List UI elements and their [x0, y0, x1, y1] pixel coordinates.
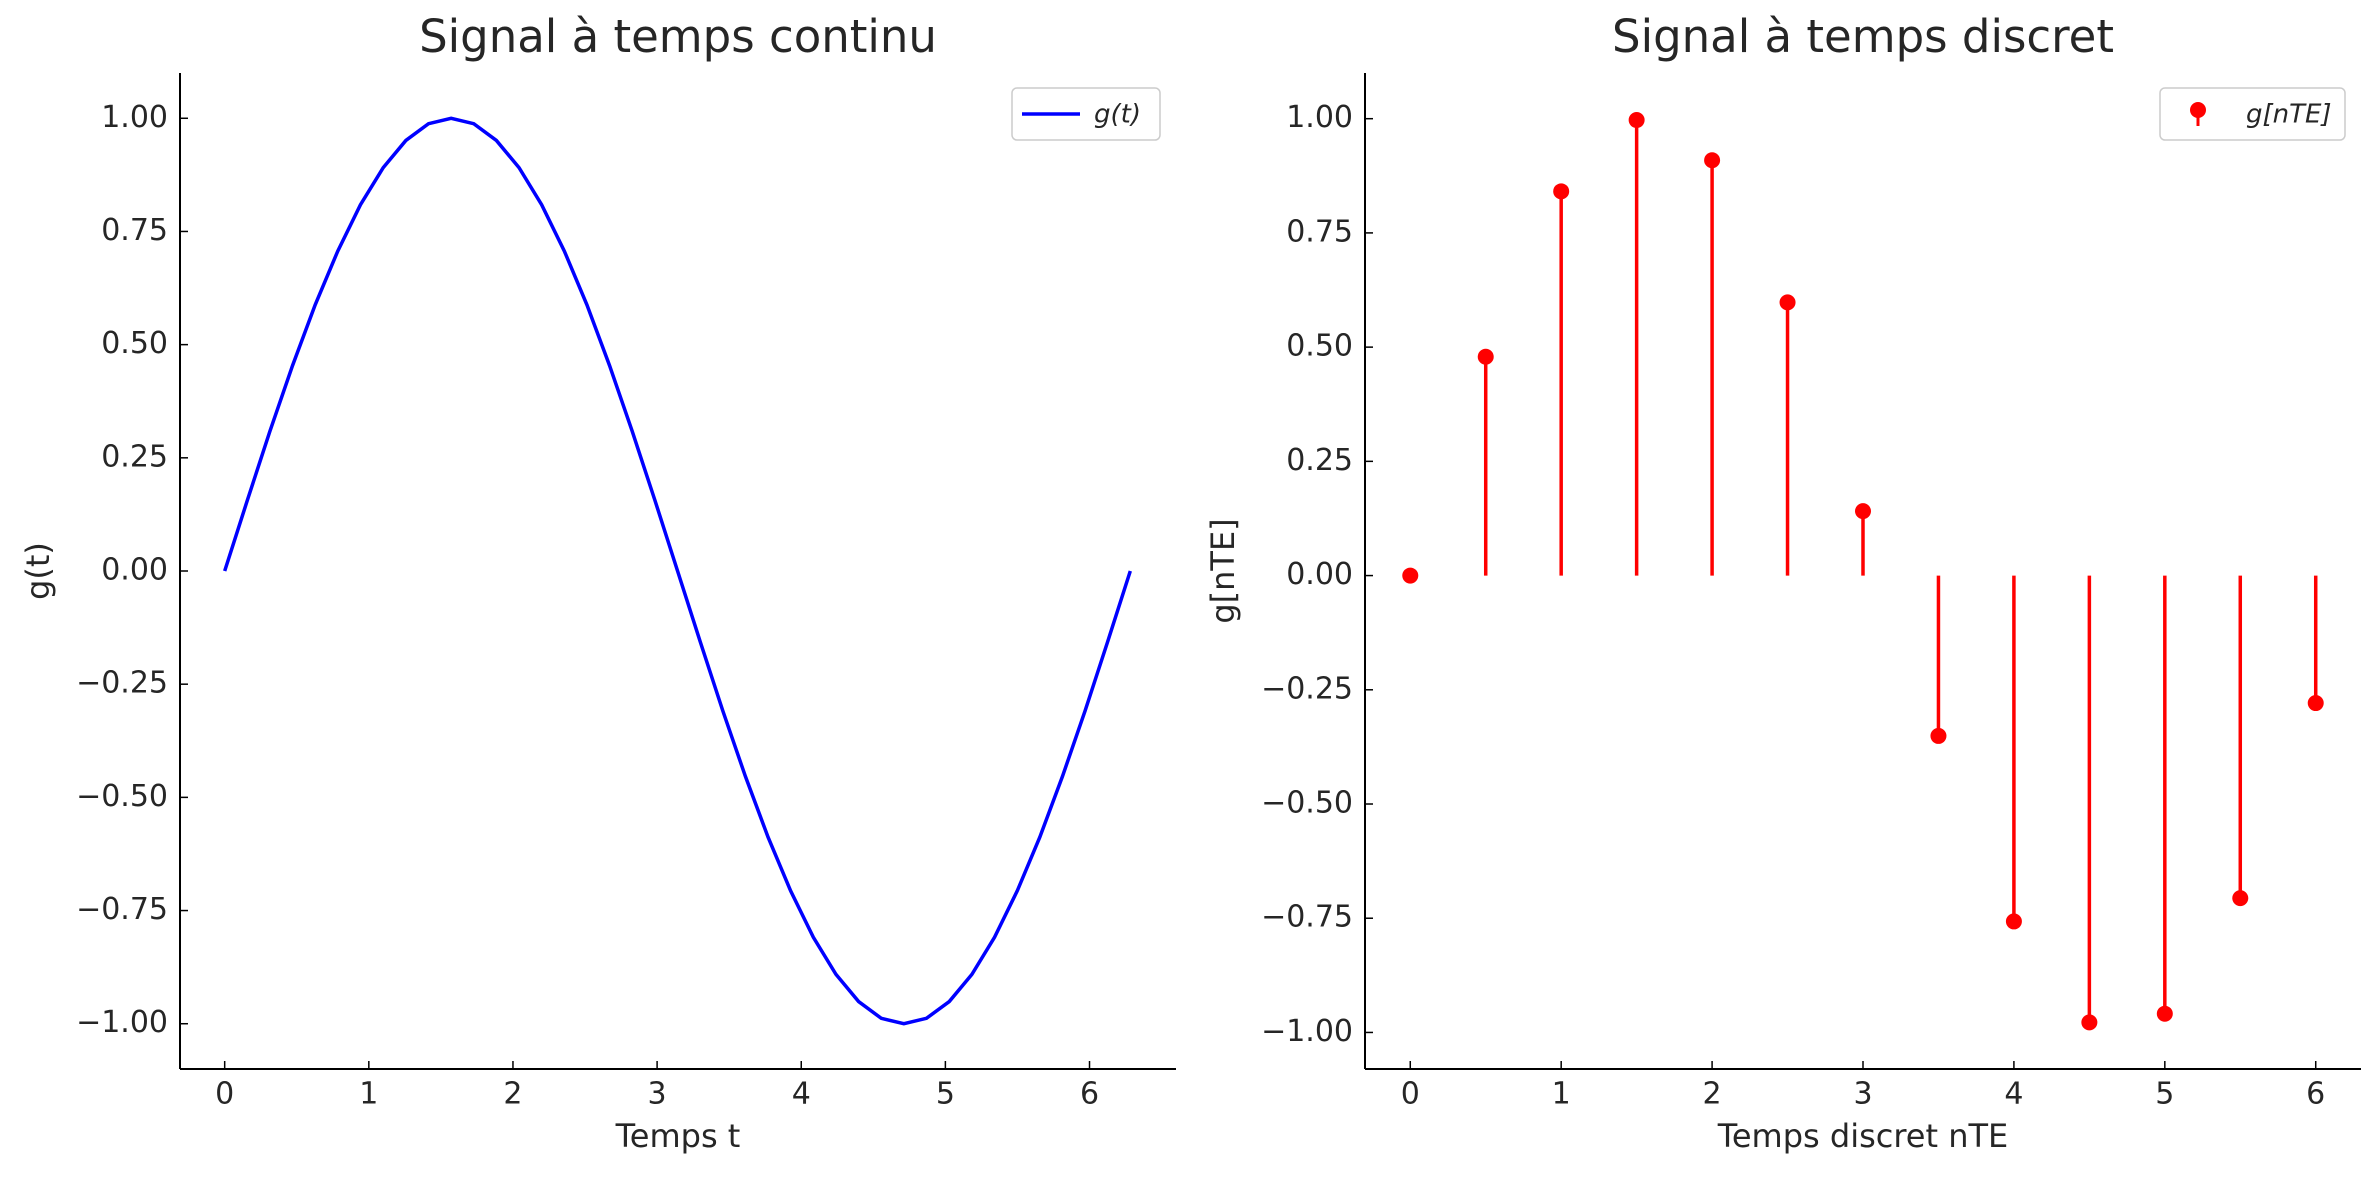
stem-marker: [1704, 152, 1721, 169]
x-tick-label: 5: [936, 1077, 955, 1112]
y-tick-label: 1.00: [1286, 100, 1353, 135]
stem-marker: [1855, 503, 1871, 520]
y-tick-label: −1.00: [76, 1005, 168, 1040]
stem-marker: [1930, 727, 1947, 744]
x-tick-label: 0: [215, 1077, 234, 1112]
y-tick-label: 0.75: [1286, 214, 1353, 249]
x-tick-label: 4: [2004, 1077, 2023, 1112]
stem-marker: [1402, 567, 1419, 584]
stem-marker: [1628, 112, 1645, 129]
x-tick-label: 1: [359, 1077, 378, 1112]
line: [223, 116, 1132, 1026]
y-axis-label: g(t): [19, 542, 57, 600]
y-tick-label: 0.25: [1286, 443, 1353, 478]
x-tick-label: 4: [792, 1077, 811, 1112]
y-tick-label: 0.50: [101, 326, 168, 361]
y-axis-label: g[nTE]: [1204, 518, 1242, 623]
x-tick-label: 0: [1401, 1077, 1420, 1112]
stem-marker: [2232, 890, 2249, 907]
stem-marker: [2081, 1014, 2098, 1031]
legend-marker: [2190, 102, 2206, 118]
y-tick-label: −0.75: [1261, 900, 1353, 935]
y-tick-label: 0.75: [101, 213, 168, 248]
legend-box: [1011, 87, 1161, 141]
x-tick-label: 3: [1853, 1077, 1872, 1112]
stem-marker: [1553, 183, 1570, 200]
x-tick-label: 6: [2306, 1077, 2325, 1112]
y-tick-label: −0.25: [76, 666, 168, 701]
y-tick-label: −0.50: [76, 779, 168, 814]
stem-marker: [2307, 695, 2324, 712]
stem-marker: [1779, 294, 1796, 311]
y-tick-label: −0.25: [1261, 671, 1353, 706]
x-axis-label: Temps t: [615, 1117, 741, 1155]
chart-title: Signal à temps continu: [419, 10, 937, 63]
y-tick-label: 0.00: [101, 553, 168, 588]
x-tick-label: 2: [503, 1077, 522, 1112]
x-axis-label: Temps discret nTE: [1717, 1117, 2009, 1155]
x-tick-label: 5: [2155, 1077, 2174, 1112]
y-tick-label: −0.75: [76, 892, 168, 927]
chart-title: Signal à temps discret: [1612, 10, 2114, 63]
legend-label: g(t): [1094, 100, 1141, 130]
y-tick-label: 0.00: [1286, 557, 1353, 592]
legend-label: g[nTE]: [2246, 100, 2332, 130]
stem-marker: [1477, 348, 1494, 365]
x-tick-label: 3: [648, 1077, 667, 1112]
y-tick-label: 0.50: [1286, 329, 1353, 364]
x-tick-label: 2: [1703, 1077, 1722, 1112]
legend-box: [2159, 87, 2346, 141]
stem-marker: [2156, 1005, 2173, 1022]
y-tick-label: −1.00: [1261, 1014, 1353, 1049]
y-tick-label: 1.00: [101, 100, 168, 135]
stem-marker: [2005, 913, 2022, 930]
y-tick-label: 0.25: [101, 439, 168, 474]
y-tick-label: −0.50: [1261, 786, 1353, 821]
x-tick-label: 6: [1080, 1077, 1099, 1112]
x-tick-label: 1: [1552, 1077, 1571, 1112]
